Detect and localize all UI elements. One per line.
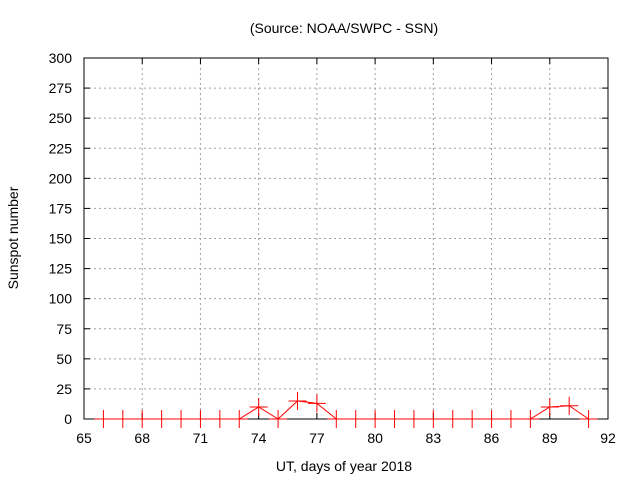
y-tick-label: 25 bbox=[56, 381, 72, 397]
data-point bbox=[230, 410, 249, 428]
y-tick-label: 175 bbox=[49, 200, 73, 216]
data-point bbox=[501, 410, 520, 428]
data-point bbox=[191, 410, 210, 428]
x-tick-label: 83 bbox=[426, 430, 442, 446]
data-point bbox=[307, 394, 326, 413]
y-tick-label: 150 bbox=[49, 231, 73, 247]
y-tick-label: 275 bbox=[49, 80, 73, 96]
data-point bbox=[463, 410, 482, 428]
data-point bbox=[210, 410, 229, 428]
x-tick-label: 89 bbox=[542, 430, 558, 446]
data-point bbox=[540, 397, 559, 416]
data-point bbox=[133, 410, 152, 428]
data-point bbox=[288, 391, 307, 410]
x-tick-label: 80 bbox=[367, 430, 383, 446]
y-tick-label: 75 bbox=[56, 321, 72, 337]
x-axis-label: UT, days of year 2018 bbox=[276, 458, 412, 474]
data-point bbox=[269, 410, 288, 428]
x-tick-label: 77 bbox=[309, 430, 325, 446]
data-point bbox=[346, 410, 365, 428]
y-tick-label: 225 bbox=[49, 140, 73, 156]
data-point bbox=[113, 410, 132, 428]
y-tick-label: 250 bbox=[49, 110, 73, 126]
data-point bbox=[443, 410, 462, 428]
data-point bbox=[94, 410, 113, 428]
data-point bbox=[385, 410, 404, 428]
y-tick-label: 100 bbox=[49, 291, 73, 307]
series-line bbox=[103, 400, 589, 420]
data-point bbox=[172, 410, 191, 428]
y-axis-label: Sunspot number bbox=[5, 186, 21, 289]
x-tick-label: 68 bbox=[134, 430, 150, 446]
data-point bbox=[152, 410, 171, 428]
data-point bbox=[404, 410, 423, 428]
data-point bbox=[366, 410, 385, 428]
data-point bbox=[482, 410, 501, 428]
data-point bbox=[327, 410, 346, 428]
y-tick-label: 200 bbox=[49, 170, 73, 186]
y-tick-label: 300 bbox=[49, 50, 73, 66]
data-point bbox=[579, 410, 598, 428]
x-tick-label: 74 bbox=[251, 430, 267, 446]
y-tick-label: 125 bbox=[49, 261, 73, 277]
y-tick-label: 0 bbox=[64, 411, 72, 427]
chart-title: (Source: NOAA/SWPC - SSN) bbox=[250, 20, 438, 36]
data-point bbox=[249, 397, 268, 416]
data-point bbox=[424, 410, 443, 428]
x-tick-label: 86 bbox=[484, 430, 500, 446]
y-tick-label: 50 bbox=[56, 351, 72, 367]
x-tick-label: 65 bbox=[76, 430, 92, 446]
x-tick-label: 71 bbox=[193, 430, 209, 446]
data-point bbox=[521, 410, 540, 428]
x-tick-label: 92 bbox=[600, 430, 616, 446]
data-point bbox=[560, 396, 579, 415]
